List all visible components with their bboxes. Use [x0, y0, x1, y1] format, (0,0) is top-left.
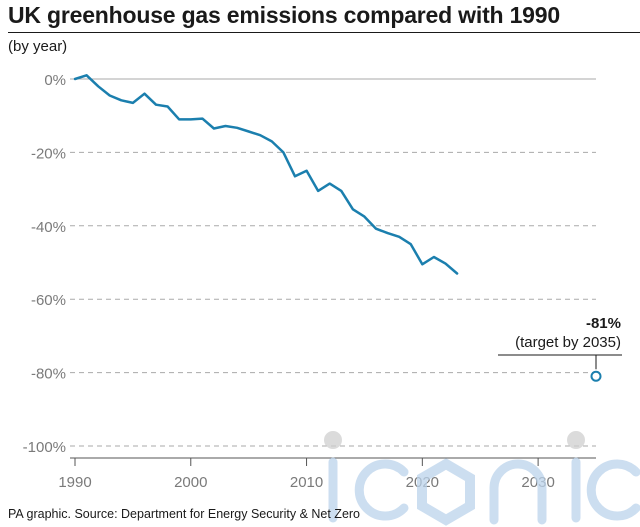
y-tick-label: -80%	[31, 366, 66, 383]
target-value-label: -81%	[586, 315, 621, 332]
y-tick-label: -40%	[31, 219, 66, 236]
iconic-watermark	[324, 431, 640, 526]
x-tick-label: 1990	[58, 474, 91, 491]
target-point	[590, 370, 602, 382]
x-tick-label: 2000	[174, 474, 207, 491]
grid-lines	[70, 78, 596, 459]
y-tick-label: -100%	[23, 439, 66, 456]
y-tick-label: -20%	[31, 145, 66, 162]
target-annotation: -81% (target by 2035)	[498, 315, 622, 382]
y-tick-labels: 0% -20% -40% -60% -80% -100%	[23, 72, 66, 456]
x-tick-label: 2010	[290, 474, 323, 491]
target-note-label: (target by 2035)	[515, 334, 621, 351]
emissions-series-line	[73, 74, 459, 275]
chart-subtitle: (by year)	[8, 38, 68, 55]
chart-title: UK greenhouse gas emissions compared wit…	[8, 2, 560, 28]
title-rule	[8, 32, 640, 33]
series-layer	[73, 74, 459, 275]
source-note: PA graphic. Source: Department for Energ…	[8, 507, 361, 521]
y-tick-label: -60%	[31, 292, 66, 309]
y-tick-label: 0%	[44, 72, 66, 89]
